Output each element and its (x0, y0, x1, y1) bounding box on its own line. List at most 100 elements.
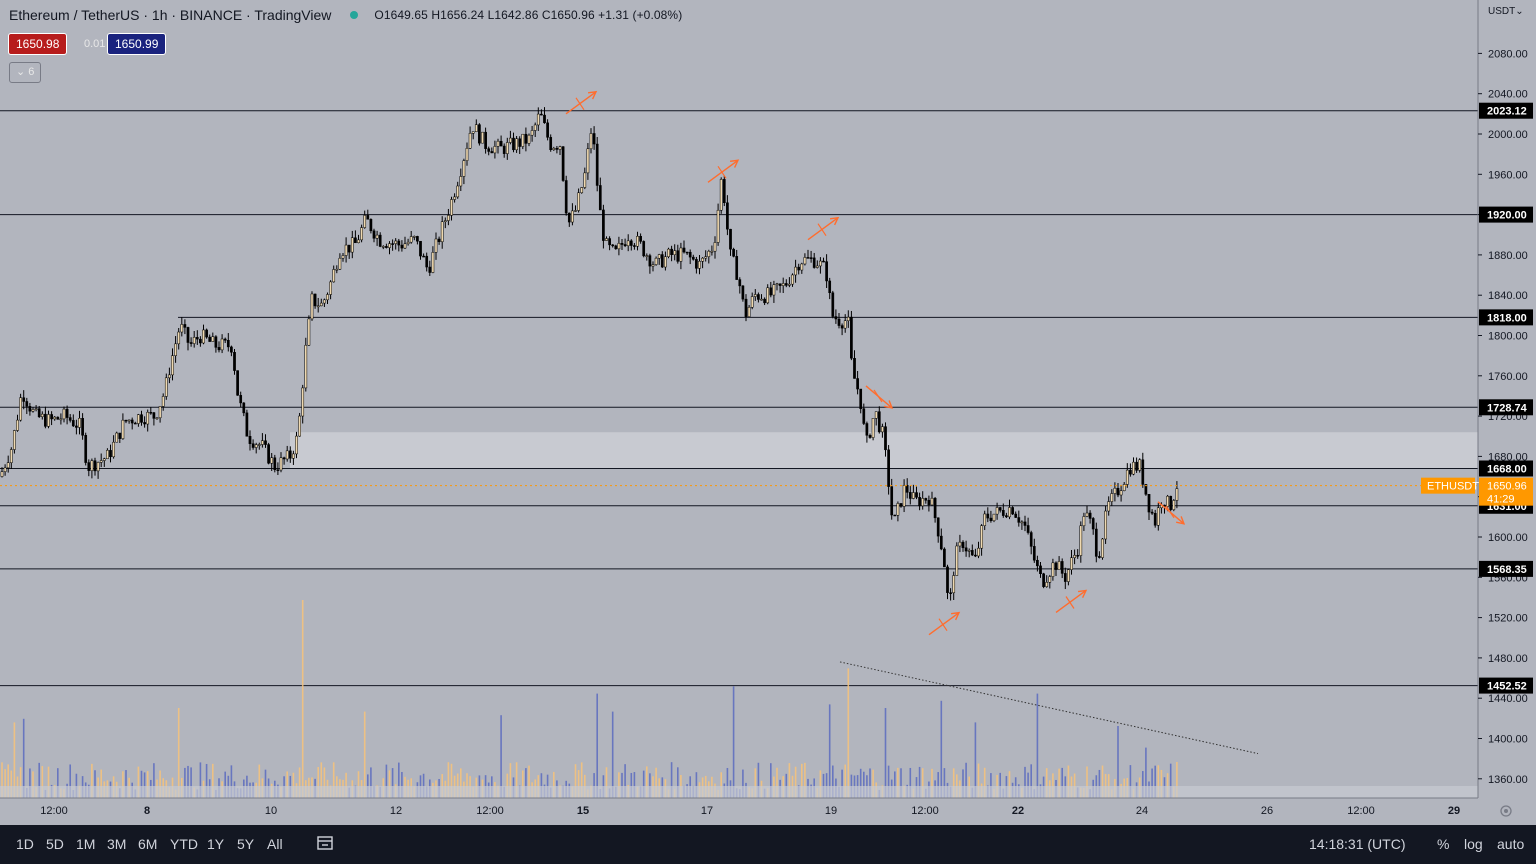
price-tick-label: 2080.00 (1488, 48, 1528, 60)
volume-bar (1030, 764, 1032, 798)
candle-body (592, 133, 596, 145)
candle-body (1082, 516, 1086, 527)
volume-bar (187, 765, 189, 798)
candle-body (871, 418, 875, 438)
candle-body (850, 316, 853, 359)
arrow-cross (575, 97, 585, 111)
candle-body (614, 245, 618, 250)
volume-bar (646, 766, 648, 798)
candle-body (837, 318, 841, 326)
candle-body (555, 147, 559, 150)
indicators-toggle[interactable]: ⌄ 6 (9, 62, 41, 83)
candle-body (905, 485, 909, 493)
range-1m[interactable]: 1M (76, 836, 96, 852)
volume-bar (952, 768, 955, 798)
range-3m[interactable]: 3M (107, 836, 127, 852)
candle-body (1110, 493, 1114, 502)
time-tick-label: 17 (701, 805, 713, 817)
level-price-tag (1479, 309, 1533, 326)
candle-body (654, 257, 658, 265)
candle-body (571, 210, 574, 223)
candle-body (608, 238, 611, 246)
clock-time[interactable]: 14:18:31 (UTC) (1309, 836, 1406, 852)
candle-body (567, 212, 571, 223)
candle-body (447, 215, 450, 221)
volume-bar (38, 762, 40, 798)
volume-bar (264, 769, 267, 798)
time-tick-label: 22 (1012, 805, 1024, 817)
candle-body (989, 517, 993, 522)
volume-bar (1101, 765, 1104, 798)
range-6m[interactable]: 6M (138, 836, 158, 852)
price-tick-label: 1760.00 (1488, 371, 1528, 383)
candle-body (803, 257, 807, 265)
candle-body (946, 566, 949, 593)
currency-label[interactable]: USDT⌄ (1488, 6, 1524, 17)
symbol-title[interactable]: Ethereum / TetherUS · 1h · BINANCE · Tra… (9, 7, 332, 23)
candle-body (552, 147, 556, 150)
level-price-label: 1668.00 (1487, 463, 1527, 475)
candle-body (1017, 517, 1021, 523)
candle-body (788, 283, 791, 286)
log-toggle[interactable]: log (1464, 836, 1483, 852)
candle-body (543, 114, 546, 124)
candle-body (1079, 525, 1083, 556)
last-price-tag (1479, 477, 1533, 506)
candle-body (484, 131, 487, 149)
candle-body (992, 513, 996, 522)
candle-body (691, 256, 695, 260)
range-1d[interactable]: 1D (16, 836, 34, 852)
volume-bar (633, 772, 636, 798)
candle-body (301, 387, 305, 417)
candle-body (264, 440, 267, 445)
candle-body (1042, 573, 1045, 587)
candle-body (710, 250, 714, 253)
candle-body (716, 209, 720, 243)
candle-body (372, 230, 376, 239)
volume-bar (611, 711, 614, 798)
auto-toggle[interactable]: auto (1497, 836, 1525, 852)
candle-body (474, 124, 478, 132)
date-range-icon[interactable] (316, 834, 334, 855)
candle-body (868, 435, 872, 438)
range-5d[interactable]: 5D (46, 836, 64, 852)
candle-body (121, 419, 125, 439)
candle-body (304, 344, 308, 389)
time-tick-label: 15 (577, 805, 589, 817)
buy-button[interactable]: 1650.99 (107, 33, 167, 55)
volume-bar (13, 722, 16, 798)
volume-bar (292, 772, 295, 798)
level-price-tag (1479, 677, 1533, 694)
range-all[interactable]: All (267, 836, 283, 852)
volume-bar (75, 773, 78, 798)
percent-toggle[interactable]: % (1437, 836, 1450, 852)
price-chart[interactable]: 2080.00 2040.00 2000.00 1960.00 1920.00 1880.… (0, 0, 1536, 825)
candle-body (936, 517, 940, 537)
volume-bar (205, 763, 208, 798)
volume-bar (401, 771, 403, 798)
range-1y[interactable]: 1Y (207, 836, 225, 852)
candle-body (186, 327, 190, 343)
candle-body (158, 406, 162, 419)
volume-bar (553, 771, 555, 798)
range-5y[interactable]: 5Y (237, 836, 255, 852)
gear-ring (1500, 805, 1512, 817)
candle-body (16, 419, 19, 431)
bar-countdown-label: 41:29 (1487, 494, 1515, 506)
candle-body (1122, 484, 1126, 491)
candle-body (815, 265, 819, 268)
range-ytd[interactable]: YTD (170, 836, 198, 852)
volume-bar (146, 771, 149, 798)
candle-body (440, 221, 444, 243)
demand-zone (290, 432, 1478, 469)
candle-body (778, 283, 782, 286)
volume-bar (540, 773, 543, 798)
candle-body (859, 388, 863, 409)
candle-body (31, 409, 35, 412)
candle-body (750, 296, 754, 308)
candle-body (741, 285, 745, 300)
candle-body (6, 462, 10, 469)
sell-button[interactable]: 1650.98 (8, 33, 68, 55)
level-price-label: 1631.00 (1487, 501, 1527, 513)
candle-body (983, 513, 987, 526)
